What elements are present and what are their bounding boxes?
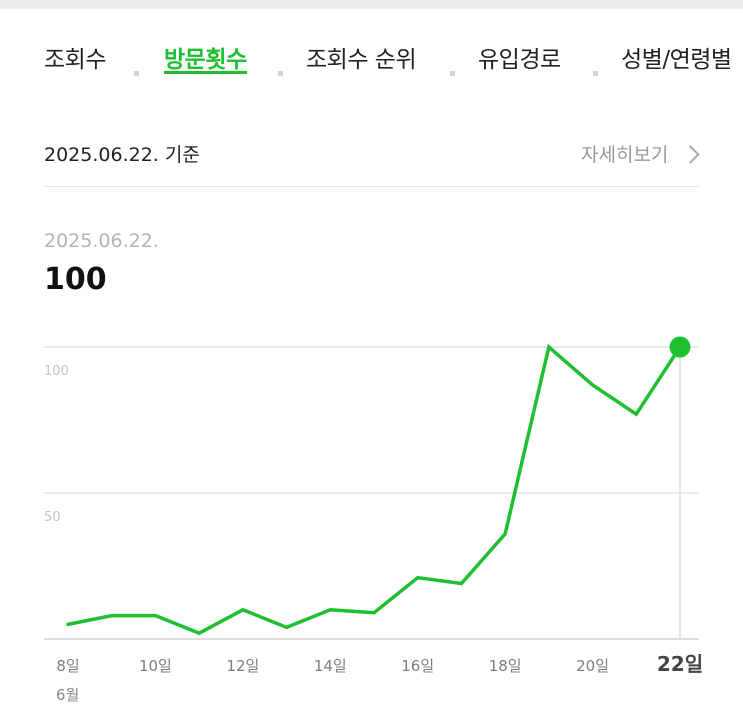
x-tick-label: 20일 (576, 657, 609, 675)
data-point (328, 608, 332, 612)
tab-views[interactable]: 조회수 (44, 40, 106, 80)
tab-referrer-label: 유입경로 (478, 47, 561, 73)
tab-gender-age[interactable]: 성별/연령별 (621, 40, 732, 80)
tab-separator-dot (450, 71, 455, 76)
active-tab-underline (164, 71, 247, 74)
x-tick-label: 16일 (401, 657, 434, 675)
tab-visits[interactable]: 방문횟수 (164, 40, 247, 80)
tab-views-rank[interactable]: 조회수 순위 (306, 40, 417, 80)
tab-bar: 조회수 방문횟수 조회수 순위 유입경로 성별/연령별 (0, 40, 743, 80)
visits-line-chart[interactable]: 50 100 8일 10일 12일 14일 16일 18일 20일 22일 (0, 300, 743, 685)
x-tick-label: 22일 (657, 652, 703, 676)
data-point (503, 532, 507, 536)
data-point (416, 576, 420, 580)
selected-value: 100 (44, 262, 107, 297)
chevron-right-icon[interactable] (681, 145, 700, 164)
data-point (591, 383, 595, 387)
y-tick-label: 100 (44, 364, 69, 379)
detail-link[interactable]: 자세히보기 (581, 144, 669, 166)
y-tick-label: 50 (44, 510, 61, 525)
data-point (153, 614, 157, 618)
data-point (634, 412, 638, 416)
tab-separator-dot (278, 71, 283, 76)
x-tick-label: 14일 (314, 657, 347, 675)
x-tick-label: 18일 (489, 657, 522, 675)
tab-views-rank-label: 조회수 순위 (306, 47, 417, 73)
selected-point-marker (669, 336, 691, 358)
month-label: 6월 (56, 686, 80, 704)
x-tick-label: 8일 (56, 657, 79, 675)
x-tick-label: 10일 (139, 657, 172, 675)
series-line (66, 343, 682, 636)
data-point (66, 622, 70, 626)
data-point (547, 345, 551, 349)
data-point (372, 611, 376, 615)
data-point (459, 582, 463, 586)
data-point (241, 608, 245, 612)
tab-separator-dot (134, 71, 139, 76)
data-point (285, 625, 289, 629)
tab-views-label: 조회수 (44, 47, 106, 73)
top-strip (0, 0, 743, 9)
tab-separator-dot (593, 71, 598, 76)
selected-date: 2025.06.22. (44, 230, 159, 252)
data-point (197, 631, 201, 635)
basis-date: 2025.06.22. 기준 (44, 144, 200, 166)
tab-gender-age-label: 성별/연령별 (621, 47, 732, 73)
tab-referrer[interactable]: 유입경로 (478, 40, 561, 80)
data-point (110, 614, 114, 618)
x-tick-label: 12일 (226, 657, 259, 675)
tab-visits-label: 방문횟수 (164, 47, 247, 73)
divider (44, 186, 699, 187)
